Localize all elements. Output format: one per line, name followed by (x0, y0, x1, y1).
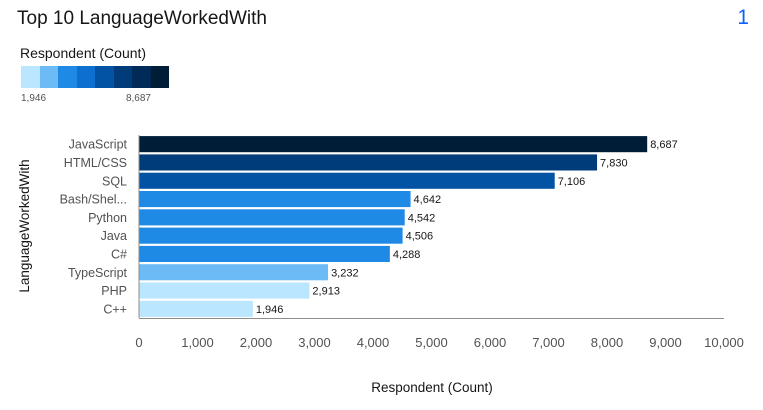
category-label-0: JavaScript (69, 138, 128, 152)
bar-4[interactable] (139, 209, 405, 226)
bar-6[interactable] (139, 245, 390, 263)
x-tick-label-5: 5,000 (415, 335, 448, 350)
y-axis-title: LanguageWorkedWith (17, 159, 32, 292)
x-tick-label-9: 9,000 (649, 335, 682, 350)
bar-8[interactable] (139, 282, 310, 299)
legend-min-label: 1,946 (21, 93, 47, 104)
value-label-0: 8,687 (650, 139, 678, 151)
bar-5[interactable] (139, 227, 403, 244)
chart-number-badge[interactable]: 1 (737, 6, 749, 29)
value-label-6: 4,288 (393, 249, 421, 261)
legend-swatch-1 (39, 66, 58, 88)
bar-7[interactable] (139, 264, 329, 281)
x-tick-label-1: 1,000 (181, 335, 214, 350)
legend-swatch-6 (132, 66, 151, 88)
legend-swatch-3 (76, 66, 95, 88)
legend-title: Respondent (Count) (20, 45, 147, 61)
value-label-2: 7,106 (558, 176, 586, 188)
category-label-4: Python (88, 211, 127, 225)
category-label-8: PHP (101, 284, 127, 298)
legend-swatch-2 (58, 66, 77, 88)
x-tick-label-7: 7,000 (532, 335, 565, 350)
category-label-5: Java (101, 229, 127, 243)
value-label-8: 2,913 (312, 286, 340, 298)
category-label-7: TypeScript (68, 266, 128, 280)
value-label-9: 1,946 (256, 304, 284, 316)
bar-1[interactable] (139, 154, 598, 171)
category-label-9: C++ (103, 302, 127, 316)
value-label-1: 7,830 (600, 157, 628, 169)
legend-swatch-0 (21, 66, 40, 88)
x-tick-label-8: 8,000 (591, 335, 624, 350)
x-tick-label-10: 10,000 (704, 335, 744, 350)
category-label-1: HTML/CSS (64, 156, 127, 170)
category-label-6: C# (111, 247, 127, 261)
x-tick-label-3: 3,000 (298, 335, 331, 350)
value-label-5: 4,506 (406, 231, 434, 243)
category-label-3: Bash/Shel... (60, 193, 127, 207)
x-tick-label-0: 0 (135, 335, 142, 350)
category-label-2: SQL (102, 174, 127, 188)
legend-swatch-5 (113, 66, 132, 88)
x-axis-title: Respondent (Count) (371, 380, 493, 395)
bar-3[interactable] (139, 190, 411, 208)
bar-9[interactable] (139, 300, 253, 317)
bar-2[interactable] (139, 172, 555, 189)
legend-swatch-4 (95, 66, 114, 88)
legend-color-scale (21, 66, 169, 88)
chart-title: Top 10 LanguageWorkedWith (17, 8, 267, 29)
x-tick-label-2: 2,000 (240, 335, 273, 350)
value-label-4: 4,542 (408, 212, 436, 224)
x-tick-label-4: 4,000 (357, 335, 390, 350)
legend-max-label: 8,687 (125, 93, 151, 104)
value-label-7: 3,232 (331, 267, 359, 279)
legend-swatch-7 (150, 66, 169, 88)
value-label-3: 4,642 (414, 194, 442, 206)
bar-0[interactable] (139, 136, 648, 153)
x-tick-label-6: 6,000 (474, 335, 507, 350)
